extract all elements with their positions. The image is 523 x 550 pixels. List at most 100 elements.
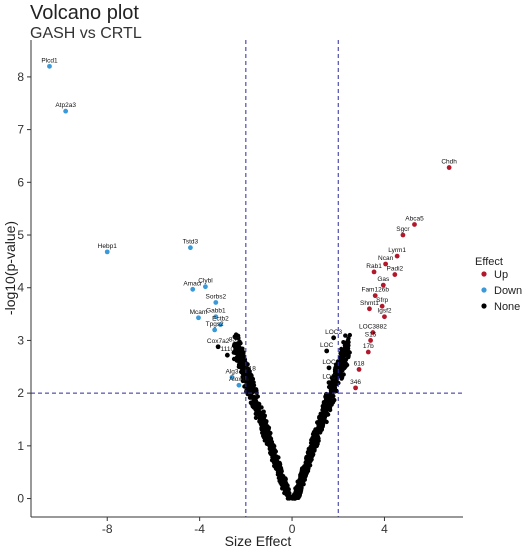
point-label: Sorbs2 bbox=[206, 293, 227, 300]
data-point-up bbox=[400, 232, 406, 238]
data-point-none bbox=[283, 476, 288, 481]
data-point-none bbox=[332, 382, 337, 387]
data-point-down bbox=[212, 327, 218, 333]
point-label: Atp2a3 bbox=[55, 102, 76, 109]
data-point-none bbox=[331, 399, 336, 404]
data-point-none bbox=[297, 492, 302, 497]
data-point-none bbox=[335, 359, 341, 364]
data-point-none bbox=[311, 429, 317, 435]
data-point-none bbox=[322, 416, 327, 421]
legend-label-down: Down bbox=[494, 285, 522, 297]
data-point-none bbox=[313, 436, 318, 441]
data-point-none bbox=[260, 423, 266, 428]
point-label: Amacr bbox=[183, 280, 203, 287]
x-tick-label: -8 bbox=[102, 522, 113, 536]
point-label: Padi2 bbox=[387, 266, 404, 273]
data-point-up bbox=[394, 253, 400, 259]
data-point-none bbox=[343, 333, 348, 338]
y-tick-label: 3 bbox=[17, 333, 24, 347]
legend-title: Effect bbox=[475, 256, 503, 268]
data-point-up bbox=[383, 261, 389, 267]
data-point-up bbox=[370, 330, 376, 335]
data-point-none bbox=[251, 380, 256, 385]
data-point-down bbox=[236, 382, 242, 388]
legend-label-up: Up bbox=[494, 269, 508, 281]
data-point-none bbox=[330, 389, 335, 394]
y-tick-label: 1 bbox=[17, 439, 24, 453]
data-point-none bbox=[277, 467, 282, 472]
data-point-none bbox=[294, 485, 299, 491]
data-point-none bbox=[326, 404, 332, 409]
point-label: Cox7a2 bbox=[207, 338, 230, 345]
point-label: Gabb1 bbox=[206, 308, 226, 315]
data-point-none bbox=[342, 353, 347, 358]
data-point-none bbox=[254, 400, 259, 405]
data-point-none bbox=[342, 348, 348, 353]
data-point-none bbox=[327, 392, 332, 397]
data-point-none bbox=[251, 400, 256, 405]
data-point-none bbox=[260, 427, 265, 432]
chart-subtitle: GASH vs CRTL bbox=[30, 25, 142, 42]
data-point-up bbox=[380, 282, 386, 288]
data-point-none bbox=[265, 431, 270, 436]
data-point-down bbox=[213, 300, 219, 305]
point-label: Ncan bbox=[378, 255, 394, 262]
data-point-none bbox=[268, 438, 274, 443]
data-point-none bbox=[305, 468, 311, 474]
data-point-none bbox=[340, 368, 345, 373]
data-point-up bbox=[371, 269, 377, 275]
data-point-none bbox=[237, 339, 242, 344]
data-point-none bbox=[291, 495, 296, 500]
x-tick-label: 0 bbox=[289, 522, 296, 536]
data-point-down bbox=[229, 374, 235, 380]
data-point-none bbox=[333, 365, 338, 370]
data-point-up bbox=[379, 303, 385, 309]
data-point-up bbox=[412, 222, 417, 227]
data-point-none bbox=[265, 424, 270, 429]
data-point-none bbox=[254, 405, 260, 410]
data-point-none bbox=[341, 340, 346, 345]
point-label: Alg3 bbox=[225, 368, 238, 375]
y-tick-label: 8 bbox=[17, 70, 24, 84]
data-point-none bbox=[234, 335, 239, 340]
data-point-up bbox=[365, 349, 371, 355]
data-point-none bbox=[276, 455, 281, 460]
point-label: Gas bbox=[377, 276, 390, 283]
data-point-none bbox=[343, 364, 348, 370]
data-point-none bbox=[255, 394, 260, 399]
data-point-none bbox=[323, 400, 328, 405]
data-point-none bbox=[287, 490, 292, 496]
data-point-none bbox=[269, 442, 274, 447]
data-point-none bbox=[323, 409, 328, 414]
data-point-none bbox=[320, 420, 326, 425]
data-point-down bbox=[63, 108, 69, 114]
x-axis-title: Size Effect bbox=[225, 533, 292, 549]
y-tick-label: 5 bbox=[17, 228, 24, 242]
data-point-none bbox=[224, 352, 230, 358]
data-point-none bbox=[338, 364, 344, 369]
y-tick-label: 6 bbox=[17, 175, 24, 189]
data-point-none bbox=[238, 353, 243, 359]
data-point-none bbox=[246, 366, 251, 372]
data-point-none bbox=[299, 467, 305, 473]
point-label: 839 bbox=[229, 337, 240, 344]
data-point-none bbox=[293, 489, 298, 495]
point-label: LOC bbox=[322, 359, 336, 366]
data-point-none bbox=[345, 353, 350, 358]
point-label: Lyrm1 bbox=[388, 247, 406, 254]
data-point-none bbox=[241, 371, 246, 376]
x-axis: -8 -4 0 4 bbox=[31, 516, 463, 536]
data-point-none bbox=[309, 437, 314, 443]
y-tick-label: 2 bbox=[17, 386, 24, 400]
data-point-down bbox=[188, 245, 193, 251]
data-point-none bbox=[261, 433, 266, 438]
point-label: Clybl bbox=[198, 278, 213, 285]
data-point-none bbox=[339, 346, 344, 352]
point-label: Tpgs2 bbox=[206, 321, 224, 328]
legend-marker-none bbox=[481, 303, 487, 309]
data-point-none bbox=[236, 364, 242, 369]
data-point-none bbox=[321, 405, 326, 410]
data-point-none bbox=[253, 411, 258, 416]
y-tick-label: 7 bbox=[17, 123, 24, 137]
data-point-down bbox=[218, 322, 223, 328]
